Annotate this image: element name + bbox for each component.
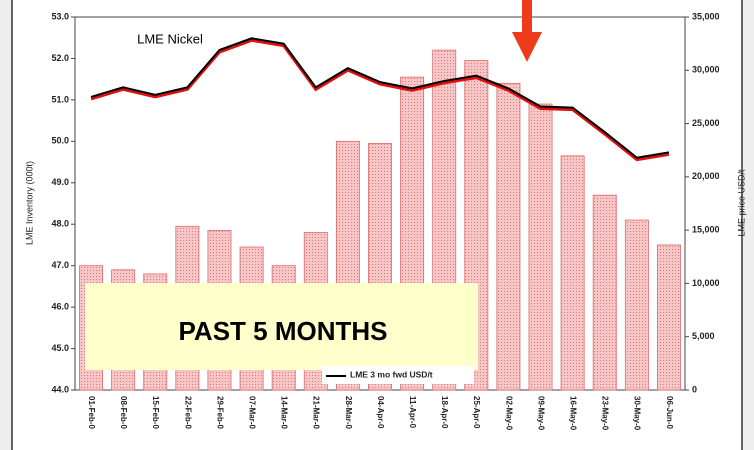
- x-tick-label: 02-May-0: [504, 396, 513, 431]
- arrow: [512, 0, 542, 62]
- y2-tick-label: 15,000: [692, 225, 720, 235]
- annotation: PAST 5 MONTHS: [179, 316, 388, 346]
- y-tick-label: 48.0: [51, 219, 69, 229]
- x-tick-label: 01-Feb-0: [87, 396, 96, 429]
- x-tick-label: 25-Apr-0: [472, 396, 481, 429]
- y2-tick-label: 30,000: [692, 65, 720, 75]
- y2-tick-label: 0: [692, 384, 697, 394]
- x-tick-label: 11-Apr-0: [408, 396, 417, 429]
- x-tick-label: 04-Apr-0: [376, 396, 385, 429]
- y-tick-label: 47.0: [51, 260, 69, 270]
- x-tick-label: 28-Mar-0: [344, 396, 353, 429]
- x-tick-label: 21-Mar-0: [312, 396, 321, 429]
- y-axis-title: LME Inventory (000t): [24, 161, 34, 245]
- bar: [592, 194, 617, 391]
- chart-title: LME Nickel: [137, 31, 203, 46]
- x-tick-label: 15-Feb-0: [151, 396, 160, 429]
- y-tick-label: 51.0: [51, 94, 69, 104]
- y2-tick-label: 20,000: [692, 171, 720, 181]
- bar: [560, 155, 585, 391]
- x-tick-label: 08-Feb-0: [119, 396, 128, 429]
- x-tick-label: 30-May-0: [633, 396, 642, 431]
- x-tick-label: 07-Mar-0: [247, 396, 256, 429]
- x-tick-label: 18-Apr-0: [440, 396, 449, 429]
- y-tick-label: 45.0: [51, 343, 69, 353]
- legend-label: LME 3 mo fwd USD/t: [350, 369, 433, 379]
- annotation-box: [85, 283, 478, 370]
- y-tick-label: 44.0: [51, 384, 69, 394]
- x-tick-label: 29-Feb-0: [215, 396, 224, 429]
- bar: [656, 244, 681, 391]
- bar: [624, 219, 649, 391]
- x-tick-label: 09-May-0: [536, 396, 545, 431]
- x-tick-label: 22-Feb-0: [183, 396, 192, 429]
- y-tick-label: 46.0: [51, 301, 69, 311]
- y-tick-label: 52.0: [51, 53, 69, 63]
- y2-tick-label: 25,000: [692, 118, 720, 128]
- y-tick-label: 49.0: [51, 177, 69, 187]
- y-tick-label: 53.0: [51, 11, 69, 21]
- x-tick-label: 16-May-0: [569, 396, 578, 431]
- y2-tick-label: 5,000: [692, 331, 715, 341]
- line: [90, 37, 670, 159]
- x-tick-label: 14-Mar-0: [280, 396, 289, 429]
- plot: 44.0 45.0 46.0 47.0 48.0 49.0 50.0 51.0 52.0 53.0…: [51, 11, 719, 430]
- legend-box: [322, 366, 474, 384]
- bar: [528, 103, 553, 391]
- x-tick-label: 23-May-0: [601, 396, 610, 431]
- x-tick-label: 06-Jun-0: [665, 396, 674, 429]
- y2-tick-label: 35,000: [692, 11, 720, 21]
- line-shadow: [90, 38, 670, 162]
- y-tick-label: 50.0: [51, 136, 69, 146]
- y2-axis-title: LME price USD/t: [736, 169, 746, 237]
- bar: [496, 82, 521, 391]
- y2-tick-label: 10,000: [692, 278, 720, 288]
